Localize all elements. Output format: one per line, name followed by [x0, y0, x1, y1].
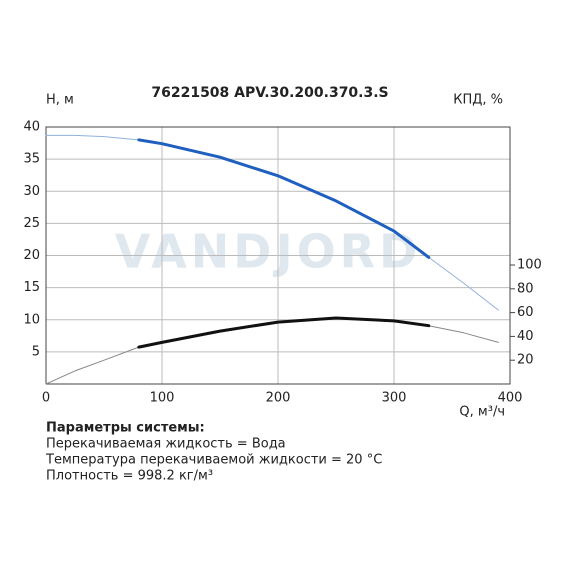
x-tick-label: 0 — [42, 391, 50, 406]
x-tick-label: 200 — [266, 391, 291, 406]
params-title: Параметры системы: — [46, 421, 205, 436]
params-line: Температура перекачиваемой жидкости = 20… — [45, 453, 382, 468]
y2-tick-label: 40 — [517, 329, 534, 344]
curve — [137, 138, 431, 259]
chart-title: 76221508 APV.30.200.370.3.S — [151, 85, 388, 101]
curve — [137, 316, 431, 349]
x-tick-label: 100 — [150, 391, 175, 406]
y2-tick-label: 100 — [517, 258, 542, 273]
curve — [45, 317, 499, 385]
y-tick-label: 15 — [23, 280, 40, 295]
y-tick-label: 35 — [23, 152, 40, 167]
watermark: VANDJORD — [115, 225, 422, 279]
x-tick-label: 300 — [382, 391, 407, 406]
x-tick-label: 400 — [498, 391, 523, 406]
y-tick-label: 40 — [23, 120, 40, 135]
y-tick-label: 25 — [23, 216, 40, 231]
curve — [45, 134, 499, 311]
y-tick-label: 5 — [32, 344, 40, 359]
y-axis-label: H, м — [46, 93, 74, 108]
y2-axis-label: КПД, % — [453, 93, 503, 108]
params-line: Плотность = 998.2 кг/м³ — [46, 469, 213, 484]
y-tick-label: 30 — [23, 184, 40, 199]
params-line: Перекачиваемая жидкость = Вода — [46, 437, 286, 452]
y2-tick-label: 60 — [517, 305, 534, 320]
y-tick-label: 10 — [23, 312, 40, 327]
y2-tick-label: 80 — [517, 281, 534, 296]
x-axis-label: Q, м³/ч — [459, 405, 505, 420]
y2-tick-label: 20 — [517, 353, 534, 368]
plot-frame — [45, 126, 511, 385]
y-tick-label: 20 — [23, 248, 40, 263]
